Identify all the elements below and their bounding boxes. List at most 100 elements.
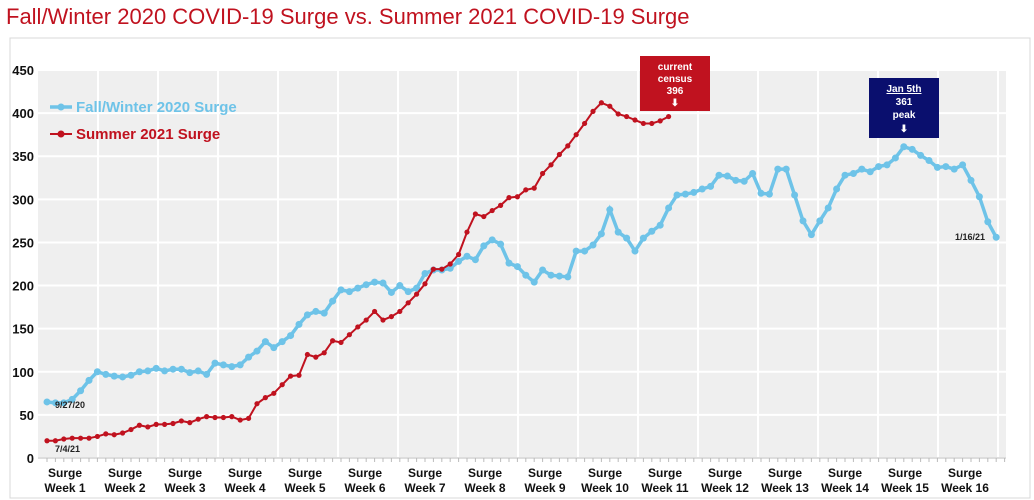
data-point [858,165,866,173]
data-point [506,195,512,201]
y-tick-label: 400 [12,106,34,121]
y-tick-label: 250 [12,235,34,250]
data-point [128,426,134,433]
data-point [614,228,622,236]
data-point [757,189,765,197]
data-point [413,284,421,292]
x-tick-label: Week 9 [524,481,565,495]
data-point [573,132,579,138]
x-tick-label: Surge [528,466,562,480]
data-point [135,368,143,376]
data-point [262,395,268,401]
data-point [68,395,76,403]
data-point [195,416,201,422]
x-tick-label: Week 3 [164,481,205,495]
peak-text: Jan 5th [886,84,921,95]
down-arrow-icon: ⬇ [671,98,679,109]
data-point [900,143,908,151]
data-point [715,171,723,179]
data-point [824,204,832,212]
data-point [320,309,328,317]
data-point [337,286,345,294]
data-point [488,236,496,244]
data-point [186,369,194,377]
data-point [480,242,488,250]
x-tick-label: Week 10 [581,481,629,495]
data-point [355,324,361,330]
data-point [253,347,261,355]
data-point [648,227,656,235]
current-census-text: current [658,62,693,73]
data-point [245,353,253,361]
data-point [547,271,555,279]
data-point [354,284,362,292]
data-point [581,247,589,255]
data-point [203,370,211,378]
y-tick-label: 350 [12,149,34,164]
annotation-blue-end: 1/16/21 [955,232,985,242]
x-tick-label: Week 11 [641,481,688,495]
data-point [304,351,310,358]
x-tick-label: Week 7 [404,481,445,495]
data-point [446,264,454,272]
data-point [430,266,436,272]
data-point [723,172,731,180]
data-point [498,202,504,208]
data-point [405,300,411,306]
data-point [514,194,521,200]
data-point [597,230,605,238]
data-point [917,151,925,159]
data-point [463,252,471,260]
x-tick-label: Week 15 [881,481,929,495]
data-point [136,422,142,428]
x-tick-label: Week 2 [104,481,145,495]
data-point [346,332,352,338]
data-point [531,185,537,191]
data-point [481,213,487,220]
data-point [740,177,748,185]
data-point [271,390,277,396]
x-tick-label: Week 13 [761,481,809,495]
x-tick-label: Week 6 [344,481,385,495]
data-point [656,221,664,229]
data-point [380,317,386,323]
data-point [144,367,152,375]
data-point [942,163,950,171]
data-point [178,418,184,424]
data-point [799,217,807,225]
data-point [177,365,185,373]
data-point [615,111,621,117]
data-point [236,361,244,369]
data-point [623,234,631,242]
y-tick-label: 50 [20,408,34,423]
data-point [539,266,547,274]
data-point [765,190,773,198]
data-point [229,414,235,420]
y-tick-label: 200 [12,279,34,294]
data-point [94,433,100,440]
down-arrow-icon: ⬇ [900,124,908,135]
data-point [639,234,647,242]
data-point [649,120,655,127]
data-point [455,257,463,265]
data-point [313,354,319,360]
data-point [666,113,672,120]
data-point [548,162,554,168]
data-point [707,182,715,190]
data-point [329,297,337,305]
legend-label: Summer 2021 Surge [76,126,220,143]
data-point [631,247,639,255]
x-tick-label: Week 4 [224,481,265,495]
x-tick-label: Surge [648,466,682,480]
data-point [555,272,563,280]
x-tick-label: Surge [108,466,142,480]
data-point [371,278,379,286]
data-point [782,165,790,173]
data-point [127,371,135,379]
data-point [565,143,571,149]
data-point [657,118,663,124]
data-point [61,436,67,442]
x-tick-label: Surge [288,466,322,480]
data-point [640,120,647,127]
data-point [52,438,59,444]
